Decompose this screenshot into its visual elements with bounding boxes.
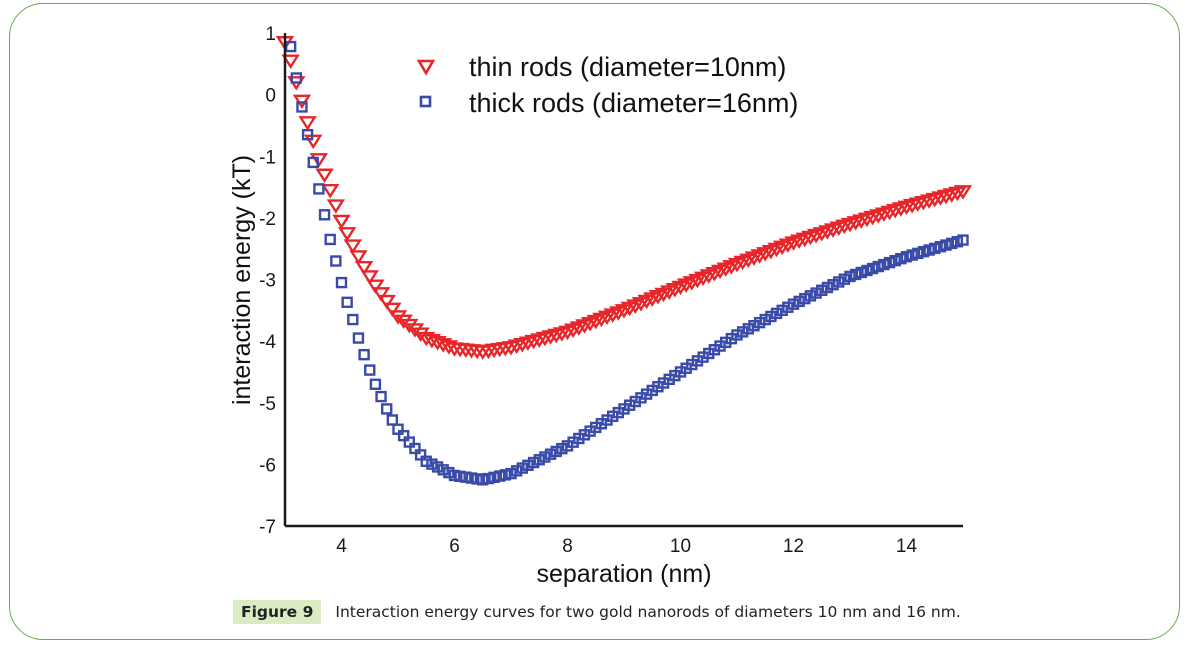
y-tick-label: -5 xyxy=(259,394,276,415)
thick-rods-point xyxy=(375,390,387,403)
x-tick-label: 6 xyxy=(449,536,460,557)
x-tick-label: 14 xyxy=(896,536,918,557)
y-tick-label: -3 xyxy=(259,271,276,292)
x-axis-label: separation (nm) xyxy=(536,560,711,588)
thin-rods-point xyxy=(349,250,368,265)
thick-rods-point xyxy=(957,234,969,246)
thick-rods-point xyxy=(290,72,302,84)
y-tick-label: -2 xyxy=(259,209,276,230)
y-tick-label: -4 xyxy=(259,332,276,353)
thin-rods-point xyxy=(360,270,379,285)
thick-rods-point xyxy=(347,313,359,326)
thin-rods-point xyxy=(439,340,459,355)
thick-rods-point xyxy=(352,332,365,344)
thick-rods-point xyxy=(313,183,325,195)
thick-rods-point xyxy=(301,128,314,141)
x-tick-label: 12 xyxy=(783,536,804,557)
thick-rods-point xyxy=(341,296,353,309)
thick-rods-point xyxy=(358,348,370,361)
y-tick-label: -6 xyxy=(259,455,276,476)
thick-rods-point xyxy=(381,403,393,415)
legend-label-thick-rods: thick rods (diameter=16nm) xyxy=(469,88,798,118)
thin-rods-point xyxy=(321,183,340,199)
legend-label-thin-rods: thin rods (diameter=10nm) xyxy=(469,52,786,82)
caption-text: Interaction energy curves for two gold n… xyxy=(335,603,961,621)
thin-rods-point xyxy=(428,336,447,351)
y-tick-label: 1 xyxy=(265,24,276,45)
thick-rods-point xyxy=(364,364,376,376)
thin-rods-point xyxy=(417,331,436,347)
y-tick-label: -7 xyxy=(259,517,276,538)
thick-rods-point xyxy=(369,378,382,390)
thin-rods-point xyxy=(383,302,402,318)
thin-rods-point xyxy=(332,214,351,230)
thick-rods-point xyxy=(330,255,342,267)
thick-rods-point xyxy=(318,209,331,221)
figure-caption: Figure 9 Interaction energy curves for t… xyxy=(233,597,961,627)
legend-marker-thin-rods xyxy=(416,59,436,76)
thin-rods-point xyxy=(309,153,329,168)
thin-rods-point xyxy=(354,260,374,276)
thin-rods-point xyxy=(953,185,973,200)
thin-rods-point xyxy=(326,199,346,214)
thin-rods-point xyxy=(377,294,396,310)
figure-frame xyxy=(9,3,1180,640)
thin-rods-point xyxy=(366,279,385,294)
figure-label: Figure 9 xyxy=(233,600,322,624)
thin-rods-point xyxy=(371,287,391,302)
x-tick-label: 4 xyxy=(336,536,347,557)
thick-rods-point xyxy=(335,276,348,289)
thin-rods-point xyxy=(422,333,442,349)
thin-rods-point xyxy=(434,338,453,353)
thin-rods-point xyxy=(337,227,357,242)
thin-rods-point xyxy=(281,54,300,69)
chart-marks xyxy=(275,36,973,486)
y-tick-label: 0 xyxy=(265,86,276,107)
x-tick-label: 10 xyxy=(670,536,691,557)
legend-marker-thick-rods xyxy=(419,95,432,108)
y-tick-label: -1 xyxy=(259,147,276,168)
x-tick-label: 8 xyxy=(562,536,573,557)
thin-rods-point xyxy=(315,168,334,183)
y-axis-label: interaction energy (kT) xyxy=(228,155,256,405)
thick-rods-point xyxy=(296,101,308,113)
legend: thin rods (diameter=10nm) thick rods (di… xyxy=(416,52,798,118)
thick-rods-point xyxy=(307,156,319,169)
thick-rods-point xyxy=(324,233,336,246)
thick-rods-point xyxy=(386,414,399,426)
thin-rods-point xyxy=(298,116,317,131)
thin-rods-point xyxy=(343,239,362,254)
